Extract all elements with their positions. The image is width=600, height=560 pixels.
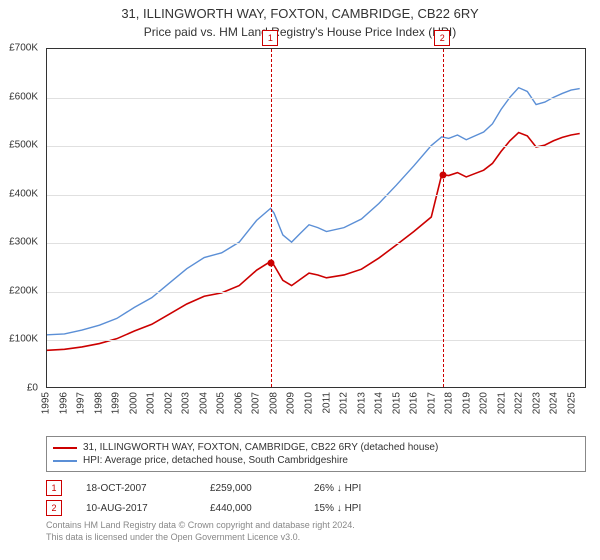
footer-line: Contains HM Land Registry data © Crown c… [46,520,586,532]
gridline [47,243,585,244]
table-row: 2 10-AUG-2017 £440,000 15% ↓ HPI [46,498,586,518]
x-tick-label: 2020 [479,392,490,414]
chart-subtitle: Price paid vs. HM Land Registry's House … [0,23,600,39]
x-tick-label: 2012 [339,392,350,414]
legend-box: 31, ILLINGWORTH WAY, FOXTON, CAMBRIDGE, … [46,436,586,472]
txn-price: £440,000 [210,503,290,514]
x-tick-label: 2014 [374,392,385,414]
x-tick-label: 2017 [426,392,437,414]
event-marker-line [271,49,272,387]
event-marker-badge: 1 [262,30,278,46]
x-tick-label: 2023 [531,392,542,414]
legend-swatch-blue [53,460,77,462]
x-tick-label: 2021 [496,392,507,414]
y-tick-label: £700K [0,43,38,54]
x-tick-label: 2006 [233,392,244,414]
txn-date: 18-OCT-2007 [86,483,186,494]
y-tick-label: £300K [0,237,38,248]
legend-swatch-red [53,447,77,449]
txn-date: 10-AUG-2017 [86,503,186,514]
event-dot [268,260,275,267]
x-tick-label: 2010 [303,392,314,414]
gridline [47,340,585,341]
gridline [47,146,585,147]
series-line [47,133,580,351]
x-tick-label: 1997 [76,392,87,414]
x-tick-label: 2009 [286,392,297,414]
x-tick-label: 1996 [58,392,69,414]
marker-badge: 1 [46,480,62,496]
chart-container: 31, ILLINGWORTH WAY, FOXTON, CAMBRIDGE, … [0,0,600,560]
txn-pct: 26% ↓ HPI [314,483,404,494]
event-dot [440,172,447,179]
x-tick-label: 2001 [146,392,157,414]
legend-row: HPI: Average price, detached house, Sout… [53,454,579,467]
txn-price: £259,000 [210,483,290,494]
gridline [47,195,585,196]
x-tick-label: 2011 [321,392,332,414]
x-tick-label: 2007 [251,392,262,414]
chart-area: £0£100K£200K£300K£400K£500K£600K£700K199… [46,48,586,400]
y-tick-label: £200K [0,285,38,296]
x-tick-label: 2015 [391,392,402,414]
transaction-table: 1 18-OCT-2007 £259,000 26% ↓ HPI 2 10-AU… [46,478,586,518]
y-tick-label: £600K [0,91,38,102]
footer-line: This data is licensed under the Open Gov… [46,532,586,544]
event-marker-line [443,49,444,387]
y-tick-label: £400K [0,188,38,199]
x-tick-label: 2000 [128,392,139,414]
x-tick-label: 2016 [409,392,420,414]
chart-title: 31, ILLINGWORTH WAY, FOXTON, CAMBRIDGE, … [0,0,600,23]
x-tick-label: 2003 [181,392,192,414]
legend-label: 31, ILLINGWORTH WAY, FOXTON, CAMBRIDGE, … [83,442,438,453]
x-tick-label: 2004 [198,392,209,414]
x-tick-label: 1998 [93,392,104,414]
x-tick-label: 1995 [41,392,52,414]
x-tick-label: 2018 [444,392,455,414]
x-tick-label: 2002 [163,392,174,414]
x-tick-label: 2005 [216,392,227,414]
x-tick-label: 2008 [268,392,279,414]
x-tick-label: 2022 [514,392,525,414]
marker-badge: 2 [46,500,62,516]
y-tick-label: £500K [0,140,38,151]
x-tick-label: 2019 [461,392,472,414]
footer-attribution: Contains HM Land Registry data © Crown c… [46,520,586,543]
y-tick-label: £0 [0,383,38,394]
gridline [47,98,585,99]
gridline [47,292,585,293]
table-row: 1 18-OCT-2007 £259,000 26% ↓ HPI [46,478,586,498]
x-tick-label: 2025 [566,392,577,414]
x-tick-label: 2024 [549,392,560,414]
y-tick-label: £100K [0,334,38,345]
series-line [47,88,580,335]
x-tick-label: 2013 [356,392,367,414]
txn-pct: 15% ↓ HPI [314,503,404,514]
legend-label: HPI: Average price, detached house, Sout… [83,455,348,466]
x-tick-label: 1999 [111,392,122,414]
line-svg [47,49,585,387]
legend-row: 31, ILLINGWORTH WAY, FOXTON, CAMBRIDGE, … [53,441,579,454]
event-marker-badge: 2 [434,30,450,46]
plot-region [46,48,586,388]
